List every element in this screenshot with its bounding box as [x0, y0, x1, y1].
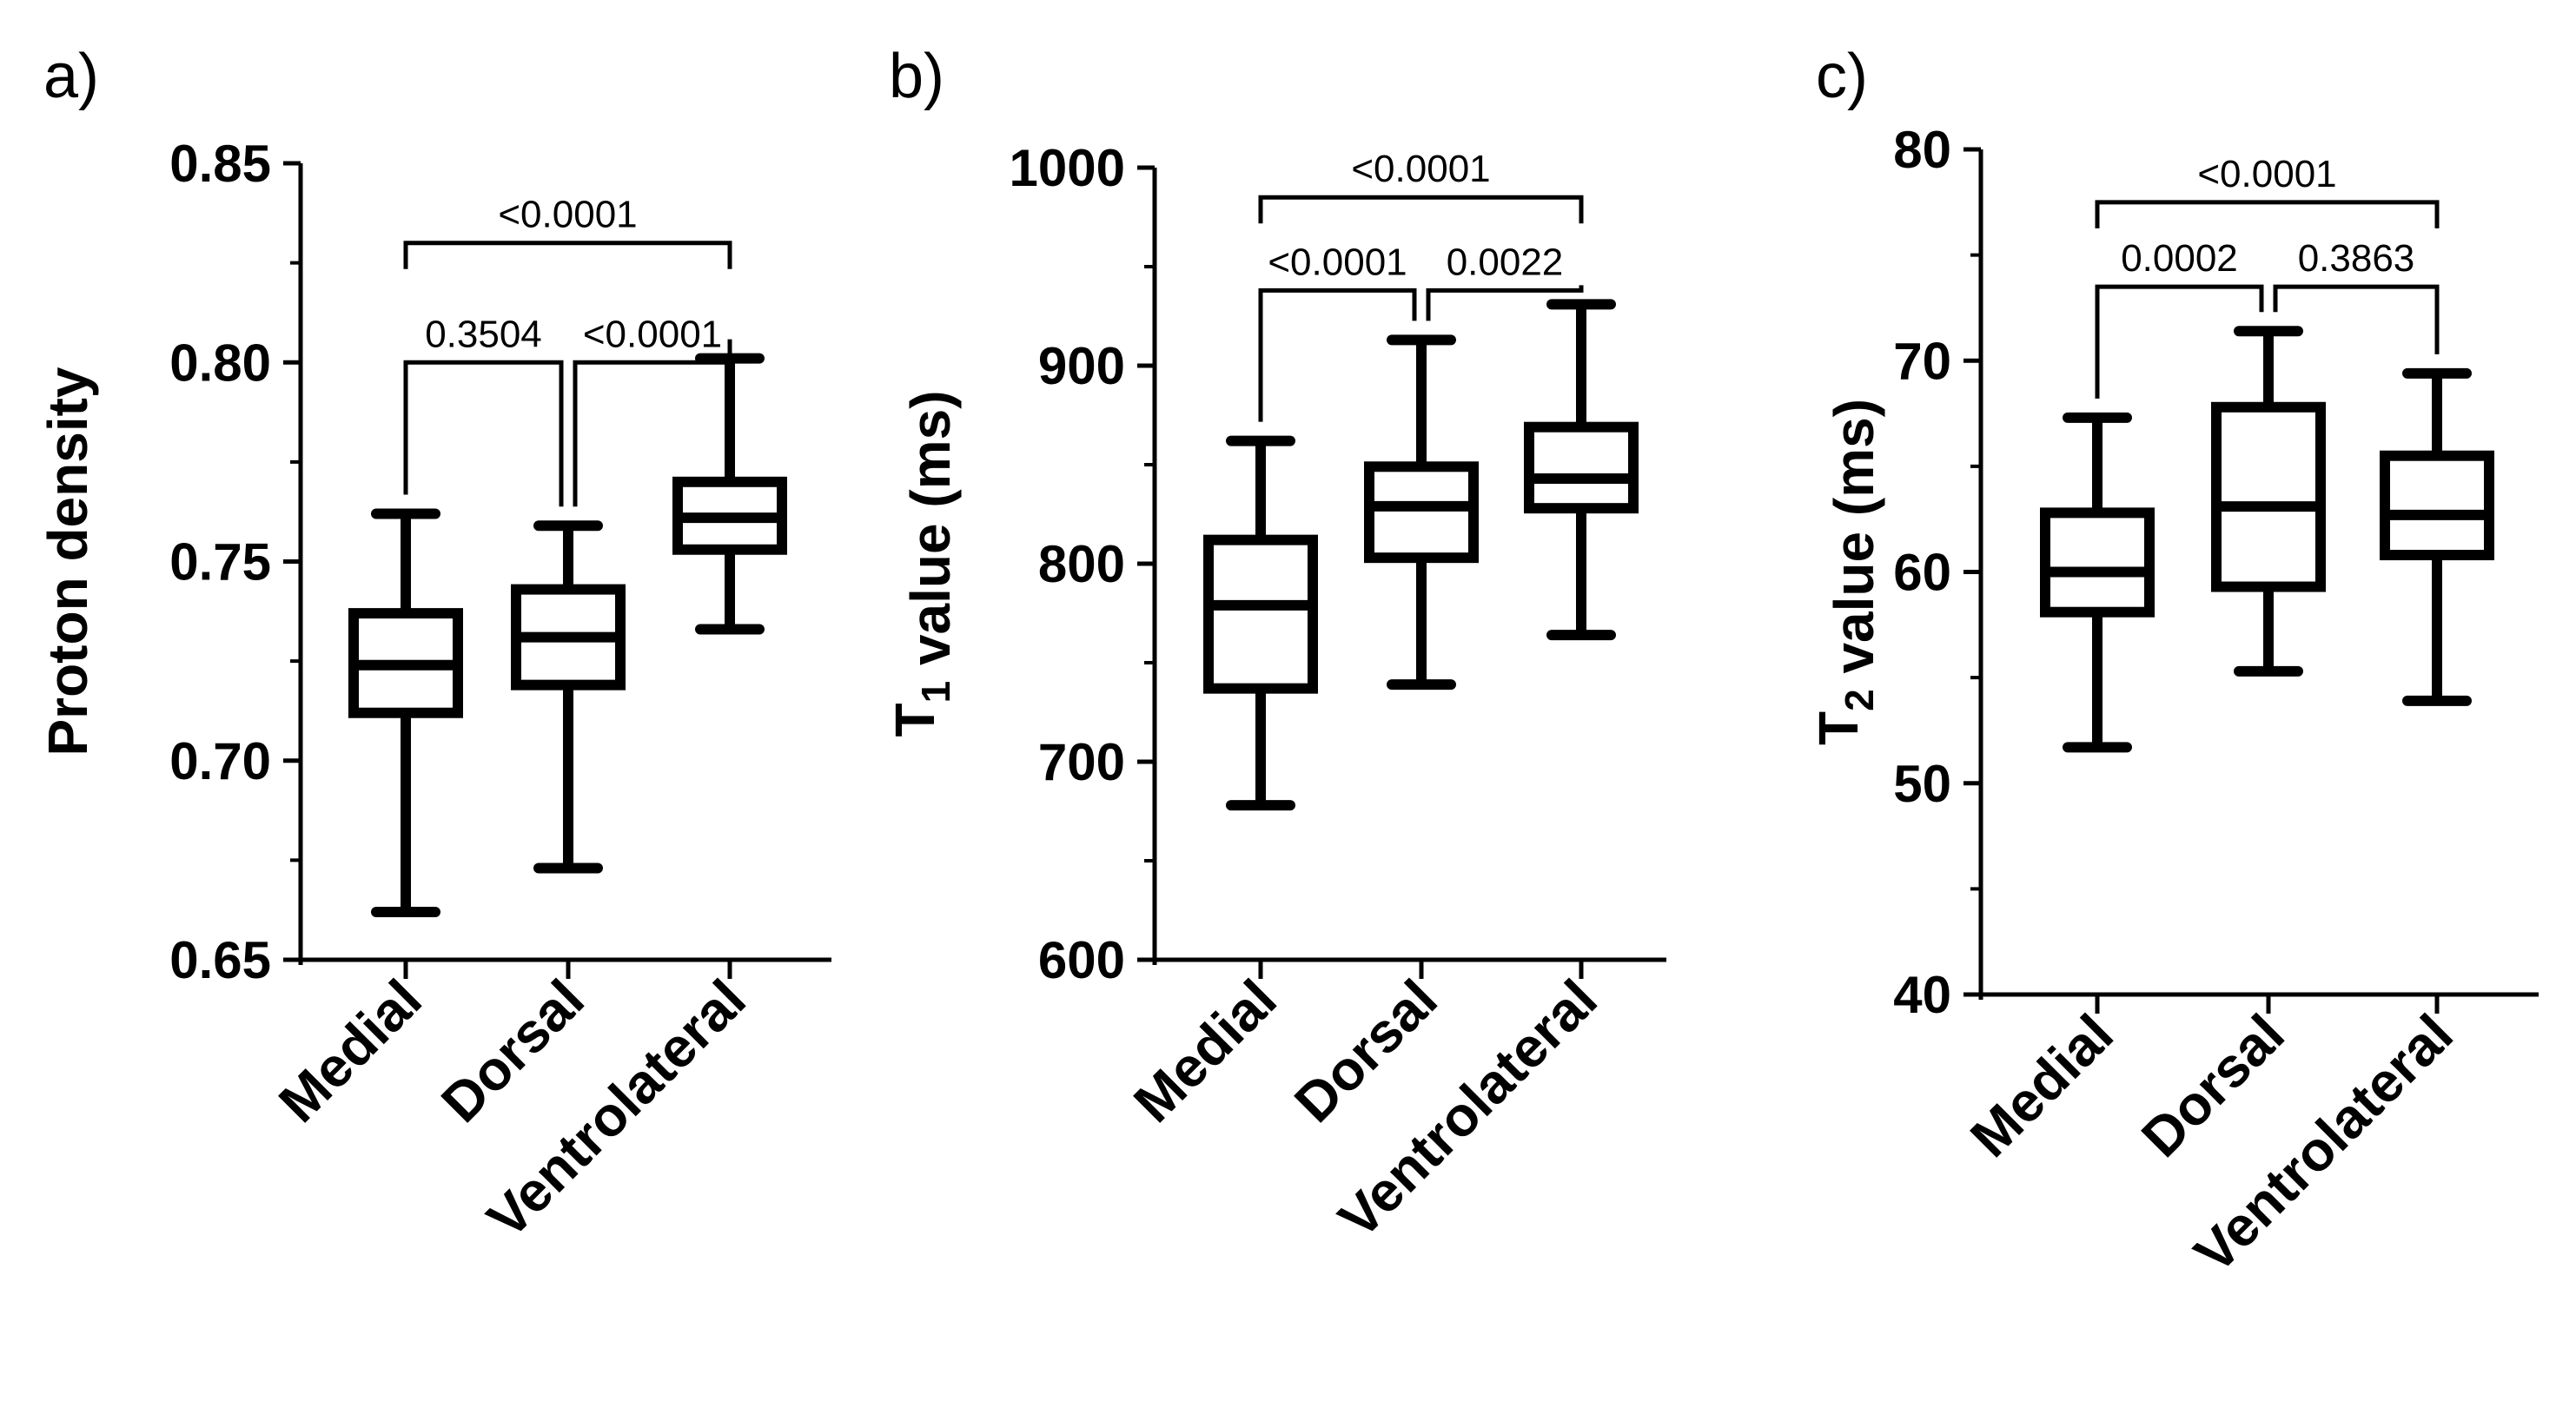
y-axis-label: Proton density: [36, 367, 99, 756]
p-value-label: 0.0002: [2121, 237, 2238, 280]
y-axis-label: T1 value (ms): [884, 390, 962, 737]
significance-bracket: <0.0001: [1258, 148, 1584, 224]
box-medial: [348, 508, 463, 979]
box-dorsal: [1364, 334, 1479, 979]
bracket-line: [403, 360, 564, 507]
y-axis-label-part: T: [1807, 711, 1870, 745]
y-axis-label-part: Proton density: [36, 367, 99, 756]
x-tick-label: Medial: [267, 968, 434, 1134]
bracket-line: [1258, 287, 1417, 422]
panel-label: c): [1816, 42, 1868, 111]
significance-bracket: 0.0002: [2095, 237, 2264, 399]
panel-label: b): [889, 42, 944, 111]
p-value-label: <0.0001: [498, 194, 637, 236]
box-ventrolateral: [672, 353, 787, 979]
box-ventrolateral: [2380, 367, 2494, 1014]
iqr-box: [1364, 461, 1479, 564]
y-tick-label: 1000: [1010, 139, 1125, 197]
x-tick-label: Medial: [1122, 968, 1288, 1134]
p-value-label: 0.3863: [2298, 237, 2415, 280]
iqr-box: [2211, 401, 2326, 592]
y-tick-label: 900: [1038, 337, 1125, 395]
y-tick-label: 50: [1893, 755, 1951, 813]
p-value-label: <0.0001: [1351, 148, 1490, 190]
y-tick-label: 0.85: [169, 135, 271, 193]
significance-bracket: 0.3863: [2273, 237, 2440, 354]
p-value-label: <0.0001: [2197, 153, 2336, 195]
box-ventrolateral: [1524, 299, 1639, 979]
y-axis-label-subscript: 2: [1837, 689, 1882, 711]
panel-a: a) 0.65 0.70 0.75 0.80 0.85 Proton density Medi…: [36, 42, 831, 1250]
p-value-label: 0.3504: [425, 313, 542, 355]
y-tick-label: 0.70: [169, 732, 271, 790]
bracket-line: [1426, 285, 1584, 321]
bracket-line: [2095, 200, 2440, 228]
box-medial: [1203, 435, 1318, 979]
panel-label: a): [43, 42, 99, 111]
y-tick-label: 0.65: [169, 931, 271, 989]
bracket-line: [1258, 195, 1584, 224]
significance-bracket: 0.3504: [403, 313, 564, 507]
y-tick-label: 700: [1038, 733, 1125, 791]
y-axis-label-part: value (ms): [899, 390, 962, 680]
iqr-box: [1524, 421, 1639, 514]
y-tick-label: 800: [1038, 535, 1125, 593]
box-dorsal: [511, 520, 626, 979]
p-value-label: 0.0022: [1447, 241, 1564, 283]
significance-bracket: <0.0001: [1258, 241, 1417, 422]
box-dorsal: [2211, 326, 2326, 1014]
y-tick-label: 40: [1893, 966, 1951, 1024]
y-tick-label: 80: [1893, 121, 1951, 179]
bracket-line: [573, 339, 732, 507]
iqr-box: [1203, 534, 1318, 694]
p-value-label: <0.0001: [583, 313, 722, 355]
y-axis-label-subscript: 1: [913, 681, 958, 704]
y-axis-label-part: value (ms): [1823, 399, 1885, 689]
significance-bracket: 0.0022: [1426, 241, 1584, 321]
x-tick-label: Medial: [1958, 1002, 2125, 1169]
bracket-line: [403, 241, 732, 269]
box-medial: [2040, 412, 2155, 1014]
iqr-box: [2380, 450, 2494, 561]
significance-bracket: <0.0001: [573, 313, 732, 507]
y-tick-label: 60: [1893, 544, 1951, 602]
significance-bracket: <0.0001: [403, 194, 732, 269]
y-axis-label-part: T: [884, 703, 946, 737]
y-tick-label: 70: [1893, 332, 1951, 390]
iqr-box: [2040, 507, 2155, 618]
x-tick-label: Dorsal: [2129, 1002, 2296, 1169]
y-tick-label: 600: [1038, 931, 1125, 989]
p-value-label: <0.0001: [1268, 241, 1407, 283]
bracket-line: [2273, 284, 2440, 354]
bracket-line: [2095, 284, 2264, 399]
significance-bracket: <0.0001: [2095, 153, 2440, 228]
y-tick-label: 0.75: [169, 533, 271, 591]
y-axis-label: T2 value (ms): [1807, 399, 1885, 745]
y-tick-label: 0.80: [169, 334, 271, 392]
